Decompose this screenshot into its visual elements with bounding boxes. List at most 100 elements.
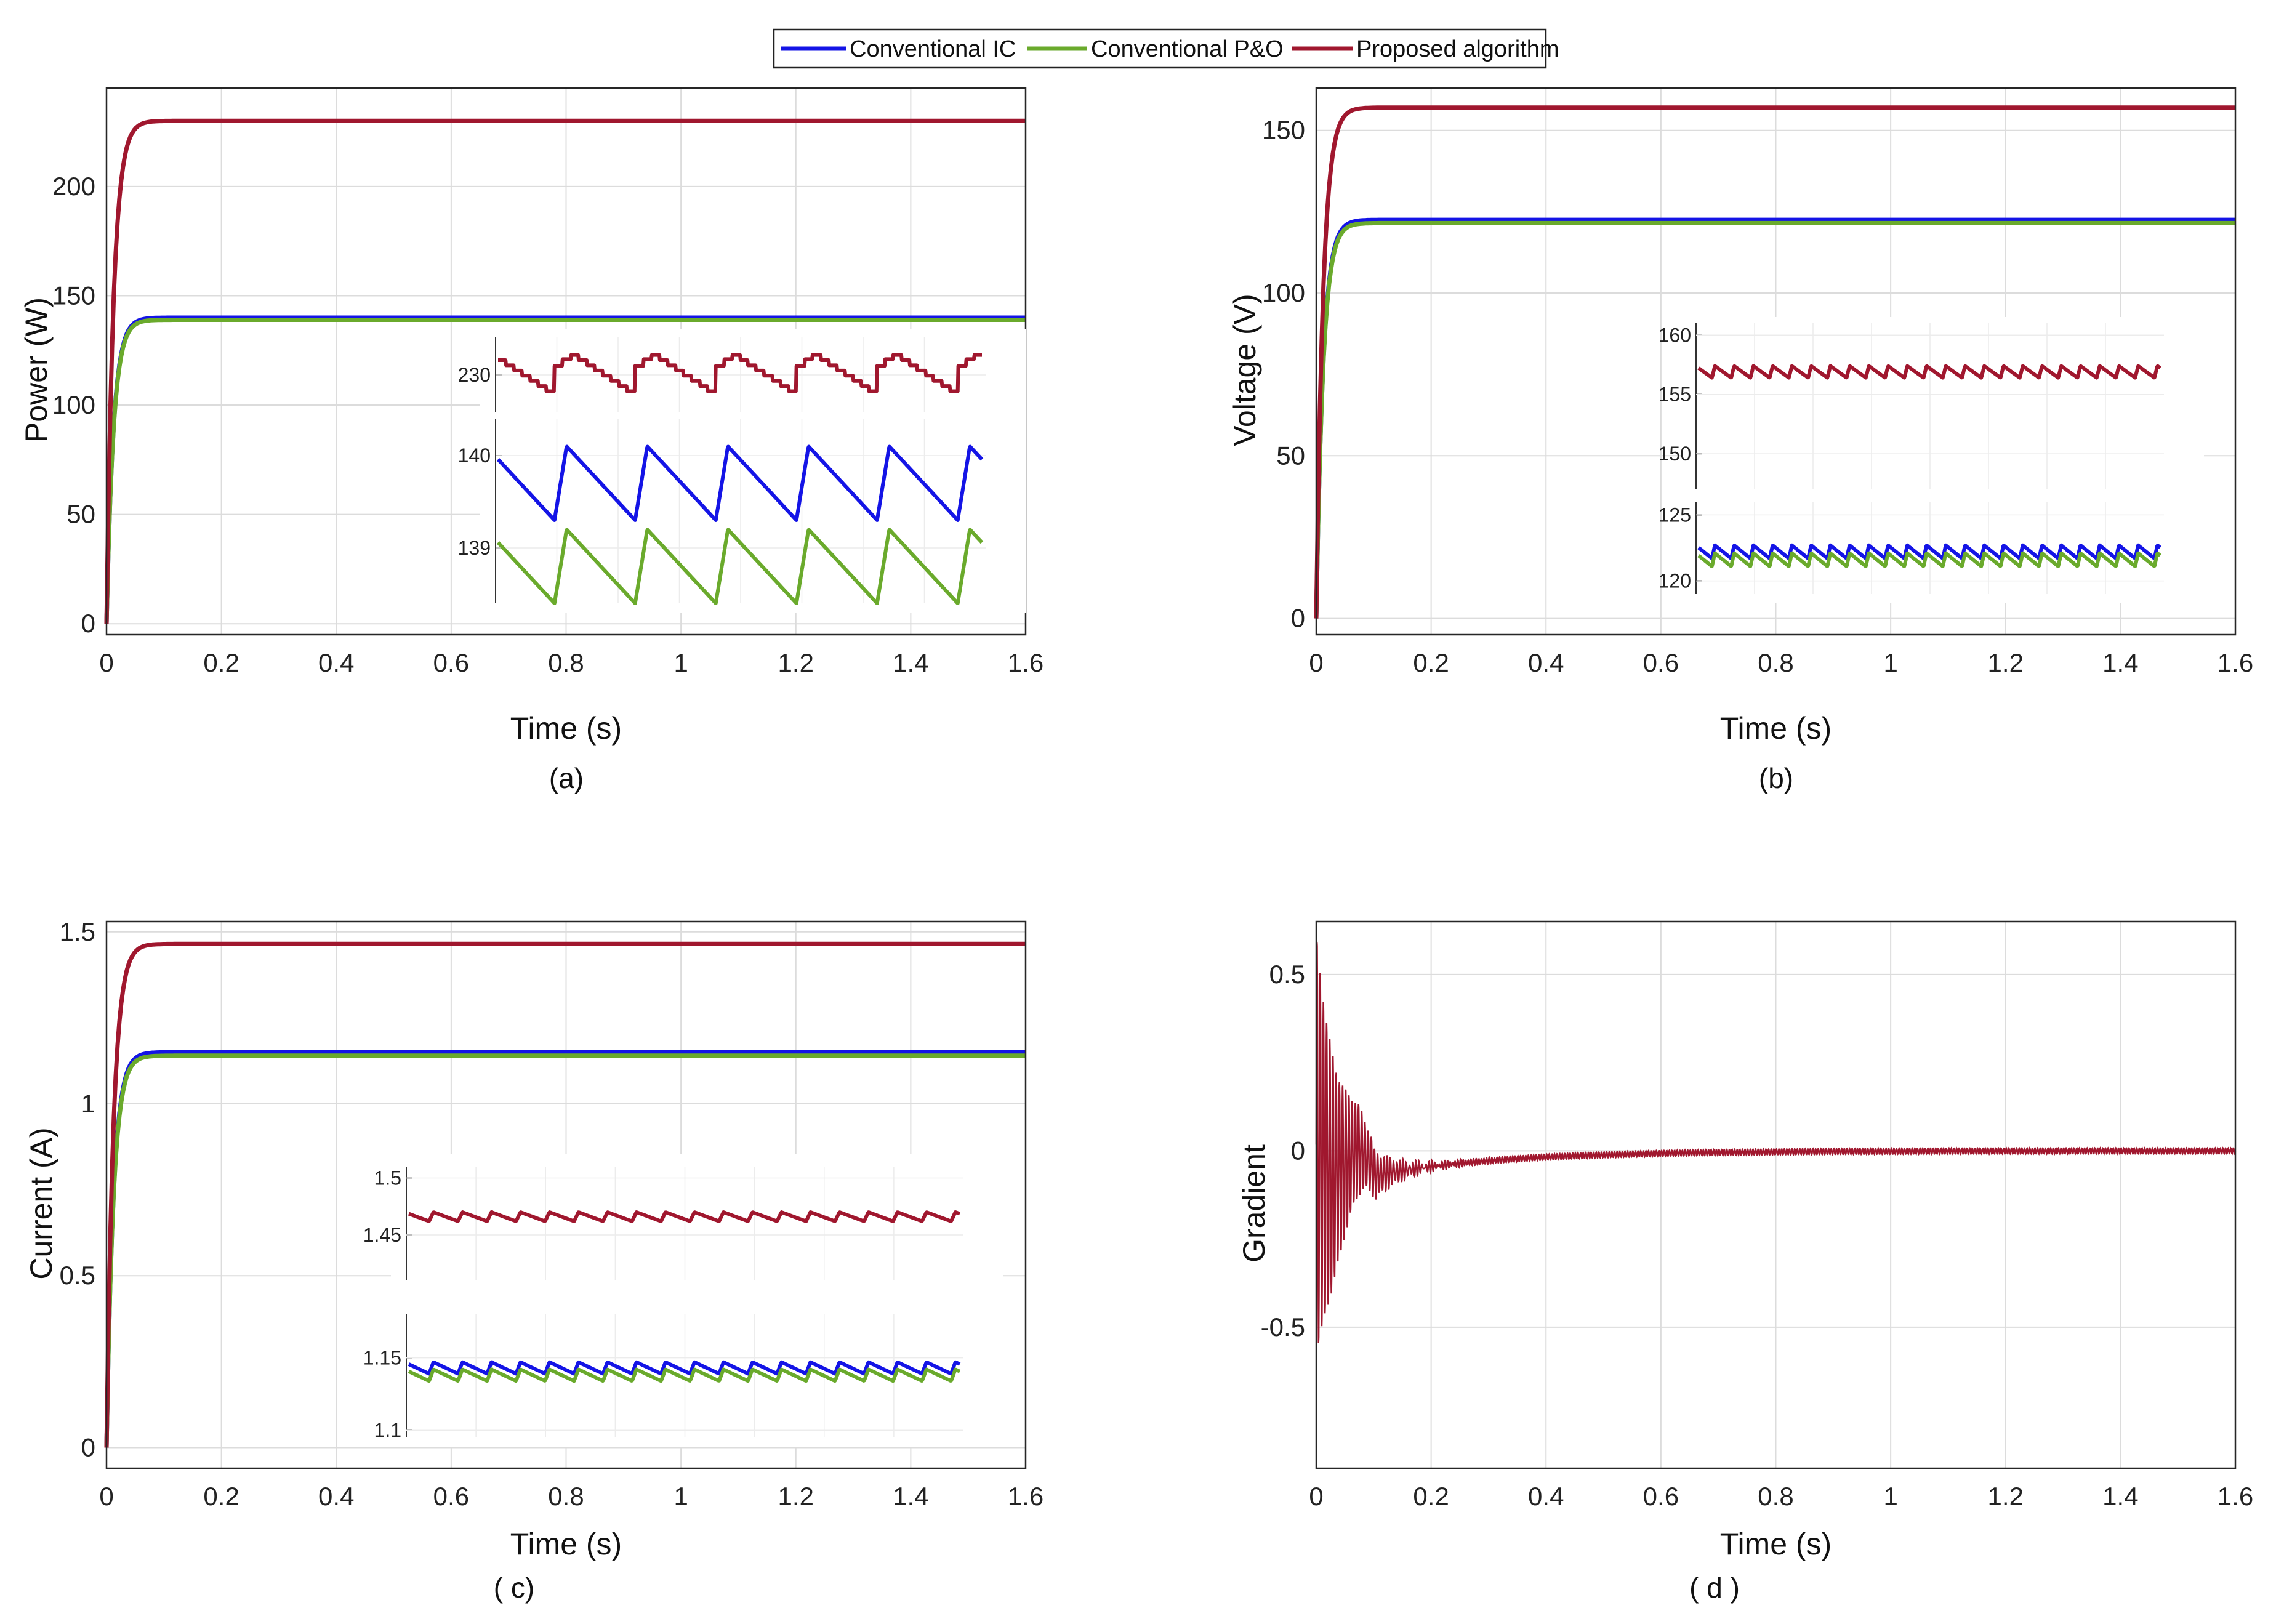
x-tick-label: 1.6 bbox=[1008, 1482, 1044, 1511]
series-line-po bbox=[1314, 220, 2236, 619]
inset-tick-label: 150 bbox=[1659, 443, 1691, 465]
x-tick-label: 0.4 bbox=[318, 648, 354, 677]
x-tick-label: 0.8 bbox=[548, 648, 584, 677]
x-tick-label: 0 bbox=[99, 1482, 113, 1511]
x-tick-label: 1.2 bbox=[778, 1482, 814, 1511]
series-line-prop bbox=[1314, 105, 2236, 619]
plot-frame bbox=[1315, 87, 2237, 636]
chart-panel-0: 0 0.2 0.4 0.6 0.8 1 1.2 1.4 1.6 0 50 100 150 200 Time … bbox=[19, 87, 1044, 794]
x-tick-label: 0.4 bbox=[1528, 648, 1564, 677]
y-tick-label: 0 bbox=[81, 1433, 95, 1461]
y-axis-label: Voltage (V) bbox=[1228, 294, 1262, 446]
legend-prop-label: Proposed algorithm bbox=[1356, 36, 1559, 62]
legend-ic-label: Conventional IC bbox=[850, 36, 1016, 62]
x-tick-label: 0 bbox=[1309, 1482, 1323, 1511]
x-tick-label: 0.6 bbox=[433, 1482, 469, 1511]
inset-tick-label: 125 bbox=[1659, 504, 1691, 526]
legend-box bbox=[773, 28, 1547, 69]
inset-tick-label: 120 bbox=[1659, 570, 1691, 592]
series-line-ic bbox=[1314, 217, 2236, 619]
series-line-po bbox=[104, 318, 1026, 624]
x-tick-label: 0.6 bbox=[1643, 1482, 1679, 1511]
x-tick-label: 0 bbox=[99, 648, 113, 677]
y-tick-label: 100 bbox=[1262, 278, 1305, 307]
chart-panel-3: 0 0.2 0.4 0.6 0.8 1 1.2 1.4 1.6 -0.5 0 0.5 Time (s) G… bbox=[1237, 920, 2253, 1604]
inset-line-prop bbox=[1697, 364, 2162, 380]
inset: 230 140 139 bbox=[458, 329, 1026, 613]
inset-tick-label: 155 bbox=[1659, 384, 1691, 406]
x-tick-label: 0.2 bbox=[1413, 648, 1449, 677]
x-tick-label: 0.4 bbox=[318, 1482, 354, 1511]
x-tick-label: 0.2 bbox=[1413, 1482, 1449, 1511]
x-tick-label: 0.8 bbox=[548, 1482, 584, 1511]
x-tick-label: 1.4 bbox=[2102, 648, 2138, 677]
x-tick-label: 1.6 bbox=[1008, 648, 1044, 677]
inset-tick-label: 230 bbox=[458, 364, 491, 386]
inset-background bbox=[391, 1154, 1003, 1447]
inset-line-prop bbox=[496, 353, 984, 393]
y-tick-label: 0 bbox=[1291, 604, 1305, 633]
x-tick-label: 1.4 bbox=[893, 648, 928, 677]
inset-tick-label: 139 bbox=[458, 537, 491, 559]
x-tick-label: 1.6 bbox=[2218, 1482, 2253, 1511]
panel-caption: ( c) bbox=[494, 1572, 534, 1604]
panel-caption: (a) bbox=[549, 762, 584, 794]
y-tick-label: 0 bbox=[81, 609, 95, 638]
chart-panel-2: 0 0.2 0.4 0.6 0.8 1 1.2 1.4 1.6 0 0.5 1 1.5 Time (s) C… bbox=[24, 917, 1044, 1604]
x-axis-label: Time (s) bbox=[1720, 1527, 1832, 1561]
y-tick-label: 1 bbox=[81, 1089, 95, 1118]
y-tick-label: 150 bbox=[1262, 116, 1305, 145]
y-tick-label: 50 bbox=[1276, 441, 1305, 470]
x-tick-label: 1.2 bbox=[778, 648, 814, 677]
x-tick-label: 1.2 bbox=[1988, 1482, 2024, 1511]
x-tick-label: 0 bbox=[1309, 648, 1323, 677]
x-tick-label: 1 bbox=[674, 1482, 688, 1511]
inset-line-po bbox=[1697, 551, 2162, 568]
y-tick-label: 0.5 bbox=[1269, 960, 1305, 989]
x-tick-label: 0.2 bbox=[203, 648, 239, 677]
inset-tick-label: 160 bbox=[1659, 324, 1691, 346]
x-axis-label: Time (s) bbox=[510, 711, 622, 746]
x-tick-label: 0.4 bbox=[1528, 1482, 1564, 1511]
x-tick-label: 0.8 bbox=[1758, 648, 1793, 677]
inset: 160 155 150 125 120 bbox=[1659, 317, 2204, 603]
inset-line-ic bbox=[1697, 543, 2162, 560]
x-tick-label: 1.2 bbox=[1988, 648, 2024, 677]
series-line-prop bbox=[1315, 941, 2237, 1343]
inset-tick-label: 140 bbox=[458, 444, 491, 467]
inset-tick-label: 1.5 bbox=[374, 1167, 401, 1189]
y-tick-label: -0.5 bbox=[1261, 1312, 1305, 1341]
y-tick-label: 1.5 bbox=[60, 917, 95, 946]
y-axis-label: Power (W) bbox=[19, 297, 54, 443]
inset-tick-label: 1.15 bbox=[363, 1347, 401, 1369]
y-tick-label: 150 bbox=[52, 281, 95, 310]
inset: 1.5 1.45 1.15 1.1 bbox=[363, 1154, 1003, 1447]
x-tick-label: 1.6 bbox=[2218, 648, 2253, 677]
inset-line-po bbox=[496, 528, 984, 605]
chart-panel-1: 0 0.2 0.4 0.6 0.8 1 1.2 1.4 1.6 0 50 100 150 Time (s)… bbox=[1228, 87, 2253, 794]
inset-tick-label: 1.45 bbox=[363, 1224, 401, 1246]
y-tick-label: 50 bbox=[66, 500, 95, 529]
y-tick-label: 0.5 bbox=[60, 1261, 95, 1290]
inset-line-ic bbox=[408, 1360, 961, 1376]
series-line-prop bbox=[104, 118, 1026, 624]
y-tick-label: 0 bbox=[1291, 1136, 1305, 1165]
x-axis-label: Time (s) bbox=[1720, 711, 1832, 746]
x-tick-label: 1 bbox=[674, 648, 688, 677]
series-line-ic bbox=[104, 1050, 1026, 1448]
x-tick-label: 1 bbox=[1883, 648, 1897, 677]
y-tick-label: 100 bbox=[52, 390, 95, 419]
x-tick-label: 0.6 bbox=[433, 648, 469, 677]
y-tick-label: 200 bbox=[52, 172, 95, 201]
x-tick-label: 0.6 bbox=[1643, 648, 1679, 677]
plot-frame bbox=[1315, 920, 2237, 1469]
panel-caption: ( d ) bbox=[1689, 1572, 1740, 1604]
x-tick-label: 1.4 bbox=[2102, 1482, 2138, 1511]
y-axis-label: Current (A) bbox=[24, 1127, 58, 1279]
inset-line-prop bbox=[408, 1210, 961, 1223]
x-tick-label: 0.2 bbox=[203, 1482, 239, 1511]
plot-frame bbox=[105, 920, 1027, 1469]
x-tick-label: 1 bbox=[1883, 1482, 1897, 1511]
x-tick-label: 1.4 bbox=[893, 1482, 928, 1511]
